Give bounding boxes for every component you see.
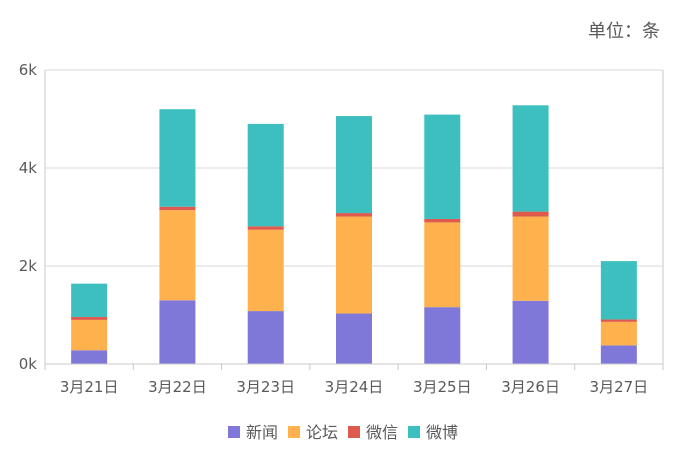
legend-item: 新闻	[228, 423, 278, 442]
bar-segment	[424, 307, 461, 364]
bar-segment	[512, 211, 549, 217]
bar-segment	[159, 206, 196, 211]
legend-swatch	[408, 426, 420, 438]
x-tick-label: 3月22日	[148, 378, 207, 396]
legend-swatch	[228, 426, 240, 438]
unit-label: 单位：条	[588, 21, 660, 42]
bar-segment	[600, 345, 637, 364]
bar-segment	[600, 321, 637, 346]
legend-swatch	[288, 426, 300, 438]
legend-label: 论坛	[306, 423, 338, 442]
legend-label: 微博	[426, 423, 458, 442]
bar-segment	[336, 116, 372, 214]
x-tick-label: 3月26日	[501, 378, 560, 396]
axes	[44, 70, 664, 370]
bar-segment	[424, 218, 461, 223]
bar-segment	[71, 319, 108, 351]
legend-item: 微博	[408, 423, 458, 442]
legend-item: 微信	[348, 423, 398, 442]
bar-segment	[512, 216, 549, 301]
bar-segment	[424, 114, 461, 219]
bar-segment	[512, 105, 549, 212]
bars	[71, 105, 637, 364]
x-tick-label: 3月27日	[590, 378, 649, 396]
x-tick-label: 3月23日	[236, 378, 295, 396]
legend-item: 论坛	[288, 423, 338, 442]
bar-segment	[424, 222, 461, 308]
legend-label: 微信	[366, 423, 398, 442]
bar-segment	[159, 210, 196, 301]
y-tick-label: 4k	[19, 159, 38, 177]
bar-segment	[71, 350, 108, 364]
tick-labels: 0k 2k 4k 6k 3月21日 3月22日 3月23日 3月24日 3月25日 3月26日 3月…	[19, 61, 648, 396]
y-tick-label: 2k	[19, 257, 38, 275]
bar-segment	[71, 283, 108, 317]
bar-segment	[247, 229, 284, 312]
y-tick-label: 6k	[19, 61, 38, 79]
bar-segment	[336, 216, 372, 314]
legend: 新闻 论坛 微信 微博	[228, 423, 458, 442]
bar-segment	[336, 313, 372, 364]
x-tick-label: 3月25日	[413, 378, 472, 396]
x-tick-label: 3月21日	[60, 378, 119, 396]
bar-segment	[159, 109, 196, 207]
bar-segment	[159, 300, 196, 364]
bar-segment	[512, 300, 549, 364]
bar-segment	[247, 123, 284, 227]
bar-segment	[71, 316, 108, 320]
bar-segment	[247, 311, 284, 364]
bar-segment	[600, 319, 637, 322]
bar-segment	[600, 261, 637, 320]
bar-segment	[247, 226, 284, 230]
bar-segment	[336, 213, 372, 217]
legend-label: 新闻	[246, 423, 278, 442]
legend-swatch	[348, 426, 360, 438]
x-tick-label: 3月24日	[325, 378, 384, 396]
y-tick-label: 0k	[19, 355, 38, 373]
